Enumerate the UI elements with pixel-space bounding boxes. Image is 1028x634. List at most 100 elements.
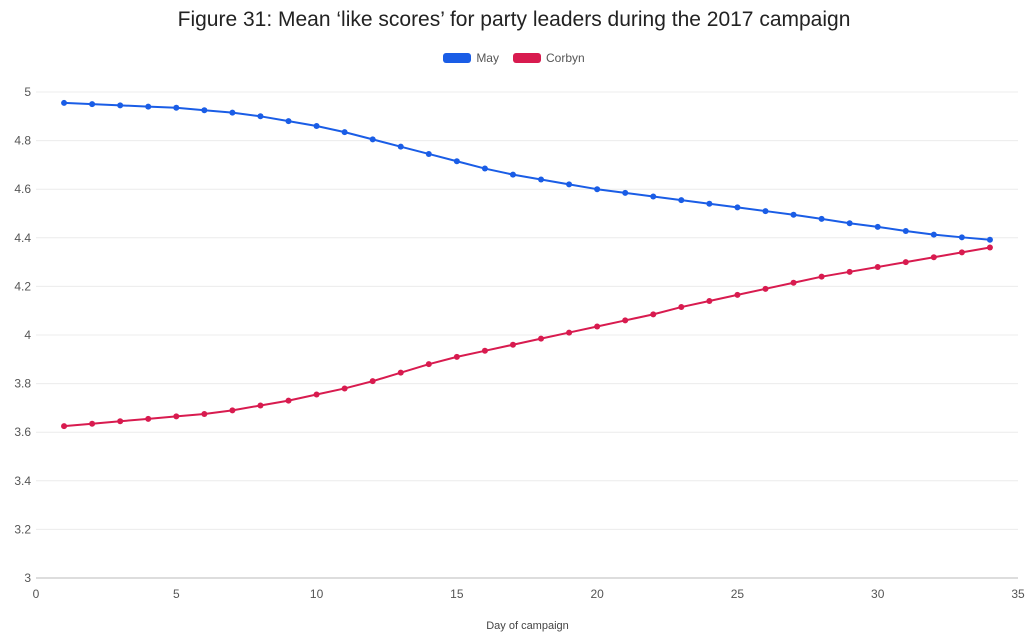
data-point-may [341,129,348,136]
data-point-corbyn [594,323,601,330]
data-point-corbyn [566,329,573,336]
data-point-may [958,234,965,241]
data-point-corbyn [846,268,853,275]
data-point-corbyn [958,249,965,256]
data-point-corbyn [650,311,657,318]
y-tick-label: 3.6 [14,425,31,439]
y-tick-label: 4.8 [14,134,31,148]
x-tick-label: 10 [310,587,324,601]
data-point-may [201,107,208,114]
data-point-corbyn [453,353,460,360]
data-point-corbyn [173,413,180,420]
data-point-may [594,186,601,193]
data-point-corbyn [481,347,488,354]
data-point-corbyn [229,407,236,414]
data-point-may [902,227,909,234]
data-point-may [229,109,236,116]
data-point-corbyn [678,304,685,311]
data-point-may [89,101,96,108]
data-point-corbyn [874,263,881,270]
data-point-may [734,204,741,211]
data-point-corbyn [341,385,348,392]
data-point-may [622,189,629,196]
y-tick-label: 3.4 [14,474,31,488]
data-point-may [650,193,657,200]
data-point-may [846,220,853,227]
data-point-may [397,143,404,150]
data-point-may [538,176,545,183]
x-axis-label: Day of campaign [486,620,569,632]
y-tick-label: 3 [24,571,31,585]
data-point-corbyn [818,273,825,280]
data-point-may [566,181,573,188]
data-point-may [173,104,180,111]
data-point-corbyn [930,254,937,261]
data-point-may [117,102,124,109]
y-tick-label: 4.4 [14,231,31,245]
x-tick-label: 15 [450,587,464,601]
data-point-corbyn [762,285,769,292]
data-point-corbyn [145,415,152,422]
y-tick-label: 3.8 [14,377,31,391]
data-point-corbyn [902,259,909,266]
data-point-may [509,171,516,178]
data-point-may [369,136,376,143]
data-point-corbyn [622,317,629,324]
data-point-corbyn [734,291,741,298]
data-point-corbyn [706,297,713,304]
x-tick-label: 5 [173,587,180,601]
legend-label-corbyn: Corbyn [545,51,585,65]
y-tick-label: 4.2 [14,279,31,293]
data-point-may [453,158,460,165]
data-point-may [678,197,685,204]
x-tick-label: 0 [33,587,40,601]
legend: May Corbyn [0,51,1028,65]
data-point-corbyn [257,402,264,409]
legend-item-corbyn[interactable]: Corbyn [512,51,585,65]
data-point-may [986,236,993,243]
data-point-may [285,118,292,125]
chart-title: Figure 31: Mean ‘like scores’ for party … [177,8,851,31]
data-point-corbyn [509,341,516,348]
series-line-may [64,101,991,241]
legend-swatch-may [443,53,472,63]
data-point-corbyn [369,378,376,385]
data-point-may [818,215,825,222]
data-point-corbyn [61,423,68,430]
x-tick-label: 30 [871,587,885,601]
data-point-may [257,113,264,120]
data-point-may [762,208,769,215]
data-point-corbyn [313,391,320,398]
data-point-corbyn [986,244,993,251]
data-point-may [706,200,713,207]
legend-item-may[interactable]: May [443,51,499,65]
data-point-may [313,123,320,130]
y-tick-label: 4.6 [14,182,31,196]
data-point-corbyn [790,279,797,286]
data-point-corbyn [285,397,292,404]
y-tick-label: 5 [24,85,31,99]
data-point-may [61,99,68,106]
data-point-may [930,231,937,238]
legend-swatch-corbyn [512,53,541,63]
data-point-corbyn [538,335,545,342]
data-point-corbyn [425,361,432,368]
data-point-may [145,103,152,110]
y-tick-label: 3.2 [14,522,31,536]
x-tick-label: 25 [731,587,745,601]
x-tick-label: 20 [590,587,604,601]
y-tick-label: 4 [24,328,31,342]
x-tick-label: 35 [1011,587,1025,601]
legend-label-may: May [476,51,499,65]
data-point-corbyn [89,420,96,427]
data-point-corbyn [397,369,404,376]
data-point-may [790,211,797,218]
data-point-corbyn [117,418,124,425]
series-line-corbyn [63,246,991,428]
data-point-may [425,150,432,157]
data-point-corbyn [201,410,208,417]
data-point-may [874,223,881,230]
data-point-may [481,165,488,172]
